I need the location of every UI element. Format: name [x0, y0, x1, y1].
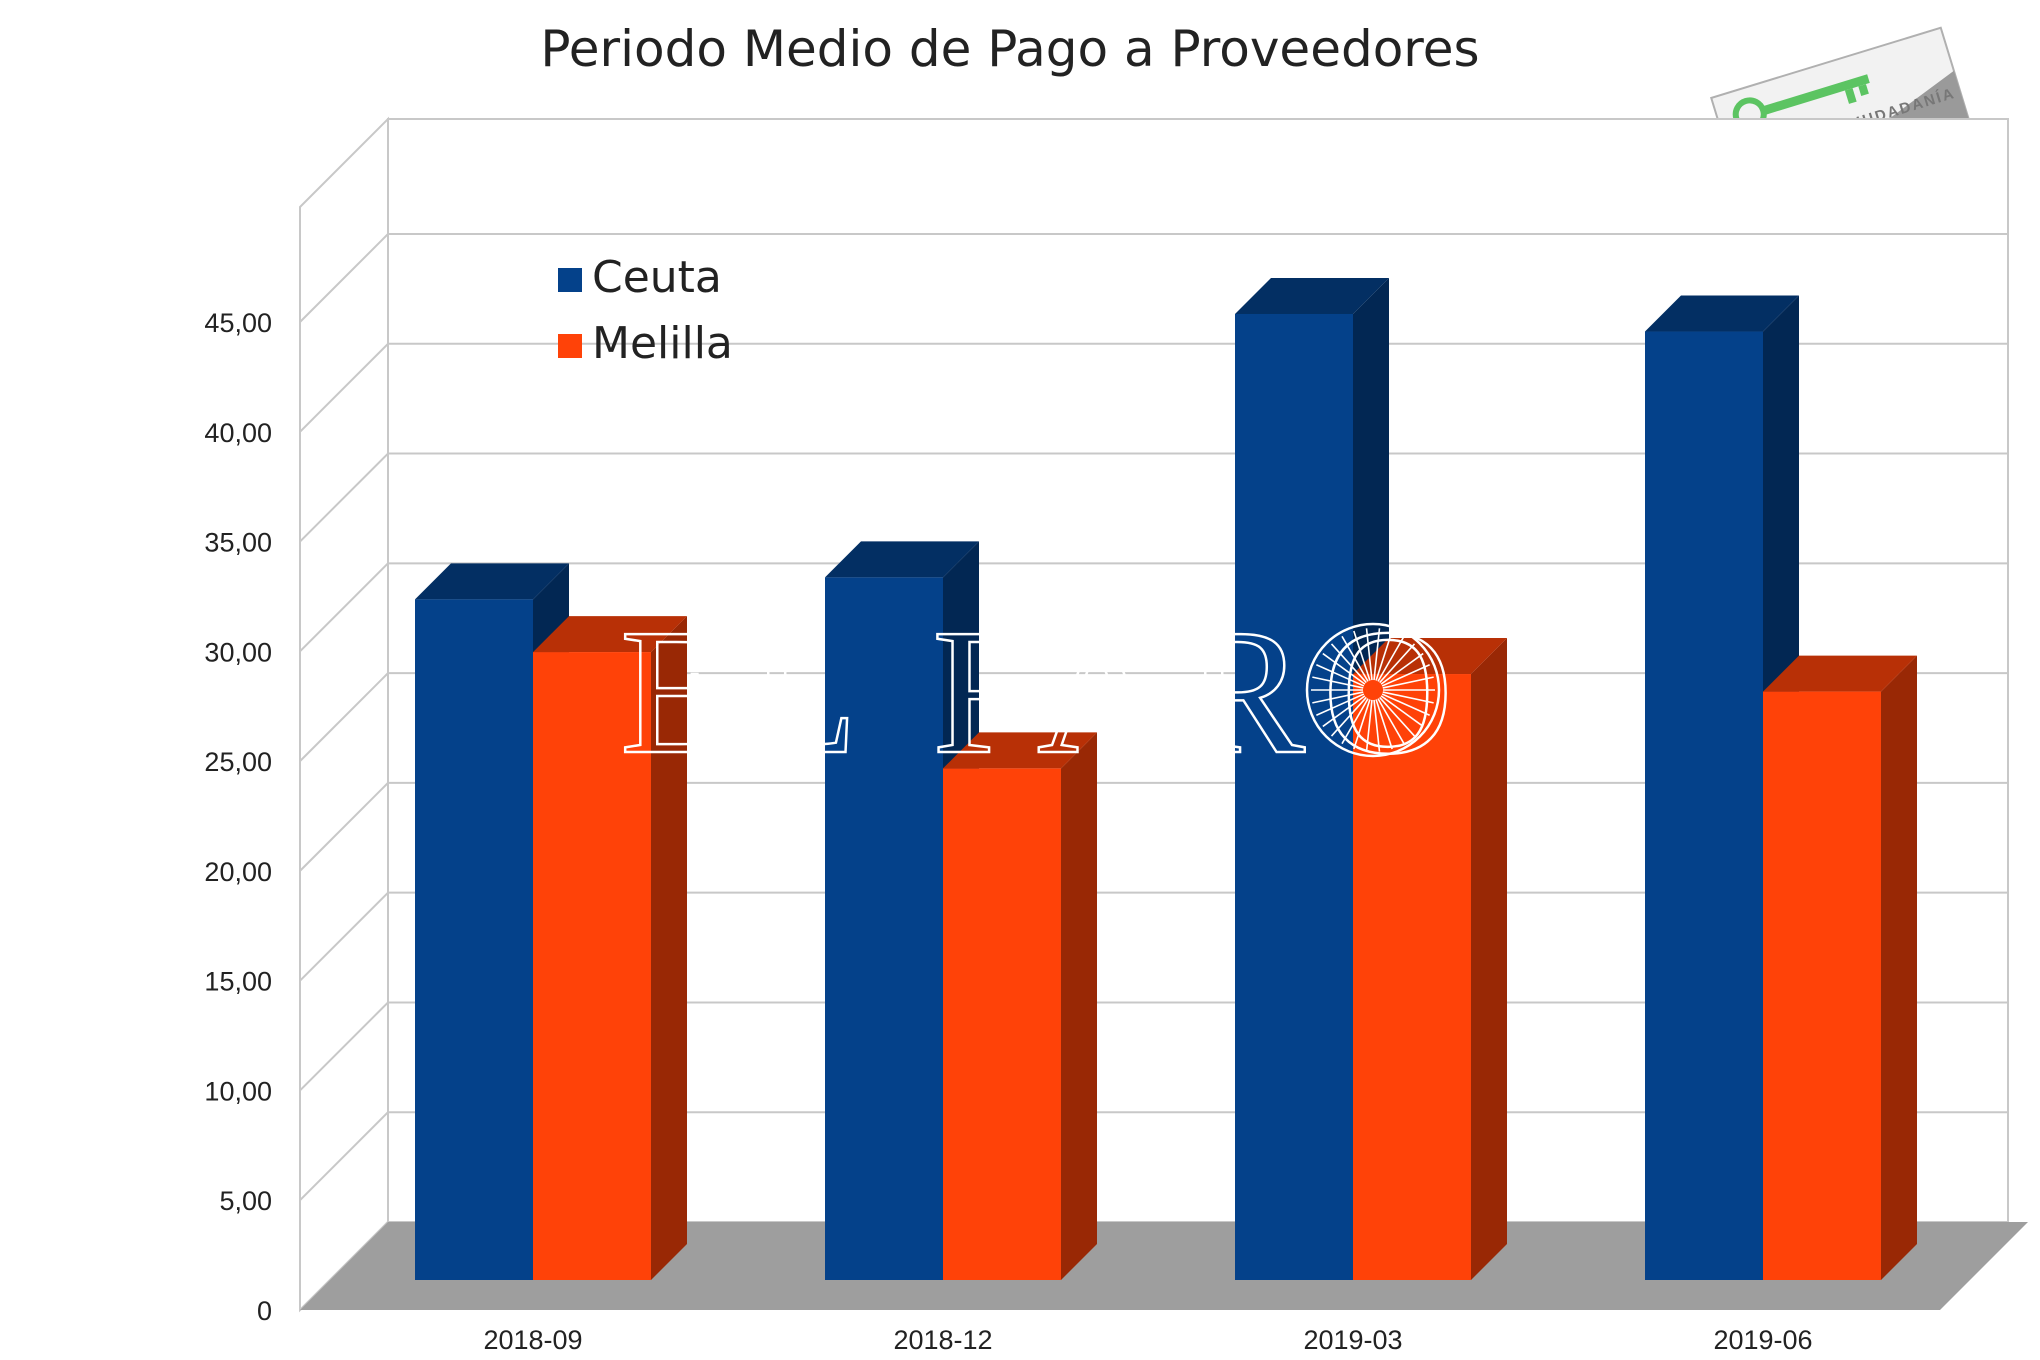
bar-front	[415, 599, 533, 1280]
sun-ray	[1316, 693, 1365, 716]
legend-item-ceuta: Ceuta	[558, 252, 722, 303]
x-tick-label: 2019-06	[1713, 1325, 1812, 1355]
y-axis: 0 5,00 10,00 15,00 20,00 25,00 30,00 35,00 40,00…	[204, 308, 272, 1326]
x-tick-label: 2019-03	[1303, 1325, 1402, 1355]
legend-label: Ceuta	[592, 252, 722, 303]
sun-ray	[1353, 699, 1371, 750]
sun-ray	[1330, 696, 1367, 737]
bar-top	[415, 563, 569, 600]
el-faro-watermark: EL FARO	[620, 592, 1471, 791]
gridline-side	[299, 672, 389, 762]
sun-ray	[1316, 664, 1365, 687]
gridline-side	[299, 891, 389, 982]
bar-side	[651, 616, 687, 1280]
sun-ray	[1377, 635, 1405, 682]
chart-floor	[300, 1222, 2028, 1310]
sun-ray	[1379, 696, 1416, 737]
x-axis: 2018-09 2018-12 2019-03 2019-06	[483, 1325, 1812, 1355]
el-faro-sun-icon	[1305, 622, 1441, 758]
legend-item-melilla: Melilla	[558, 318, 733, 369]
sun-ray	[1375, 699, 1393, 750]
side-wall	[299, 116, 389, 1313]
y-tick-label: 0	[257, 1296, 272, 1326]
sun-ray	[1312, 676, 1364, 689]
sun-ray	[1373, 699, 1381, 752]
gridline-side	[299, 343, 389, 433]
bar-front	[1235, 313, 1353, 1280]
x-tick-label: 2018-09	[483, 1325, 582, 1355]
sun-ray	[1322, 695, 1366, 728]
y-tick-label: 25,00	[204, 747, 272, 777]
bar-front	[1645, 331, 1763, 1280]
sun-ray	[1382, 676, 1434, 689]
sun-ray	[1330, 643, 1367, 684]
bars	[415, 277, 1917, 1280]
gridline-side	[299, 562, 389, 653]
sun-ray	[1353, 630, 1371, 681]
sun-ray	[1381, 664, 1430, 687]
gridline-side	[299, 782, 389, 872]
bar-front	[825, 577, 943, 1280]
gridline-side	[299, 1111, 389, 1201]
legend-swatch	[558, 268, 582, 292]
bar-front	[1353, 674, 1471, 1280]
legend: Ceuta Melilla	[558, 252, 733, 369]
y-tick-label: 45,00	[204, 308, 272, 338]
sun-ray	[1380, 695, 1424, 728]
x-tick-label: 2018-12	[893, 1325, 992, 1355]
bar-top	[1763, 655, 1917, 692]
y-tick-label: 35,00	[204, 528, 272, 558]
bar-melilla-2019-06	[1763, 655, 1917, 1280]
bar-front	[533, 652, 651, 1280]
sun-ray	[1341, 635, 1369, 682]
y-tick-label: 15,00	[204, 967, 272, 997]
sun-ray	[1382, 691, 1434, 704]
bar-top	[1235, 277, 1389, 314]
bar-side	[1061, 732, 1097, 1280]
bar-front	[1763, 691, 1881, 1280]
sun-ray	[1365, 628, 1373, 681]
bar-top	[1645, 295, 1799, 332]
sun-ray	[1379, 643, 1416, 684]
floor-plane	[300, 1222, 2028, 1310]
bar-top	[533, 616, 687, 653]
y-tick-label: 40,00	[204, 418, 272, 448]
legend-swatch	[558, 334, 582, 358]
sun-ray	[1377, 698, 1405, 745]
y-tick-label: 5,00	[219, 1186, 272, 1216]
bar-ceuta-2019-03	[1235, 277, 1389, 1280]
bar-melilla-2018-09	[533, 616, 687, 1280]
chart-title: Periodo Medio de Pago a Proveedores	[540, 20, 1479, 78]
y-tick-label: 30,00	[204, 637, 272, 667]
sun-ray	[1373, 628, 1381, 681]
bar-melilla-2018-12	[943, 732, 1097, 1280]
legend-label: Melilla	[592, 318, 733, 369]
bar-melilla-2019-03	[1353, 638, 1507, 1280]
bar-top	[943, 732, 1097, 769]
sun-ray	[1341, 698, 1369, 745]
sun-ray	[1375, 630, 1393, 681]
bar-front	[943, 768, 1061, 1280]
sun-ray	[1365, 699, 1373, 752]
gridline-side	[299, 233, 389, 323]
bar-side	[1471, 638, 1507, 1280]
bar-top	[825, 541, 979, 578]
y-tick-label: 10,00	[204, 1076, 272, 1106]
gridline-side	[299, 452, 389, 543]
sun-ray	[1380, 652, 1424, 685]
y-tick-label: 20,00	[204, 857, 272, 887]
bar-side	[1881, 655, 1917, 1280]
sun-ray	[1322, 652, 1366, 685]
sun-ray	[1381, 693, 1430, 716]
bar-ceuta-2018-12	[825, 541, 979, 1280]
sun-ring	[1305, 622, 1441, 758]
sun-ray	[1312, 691, 1364, 704]
gridline-side	[299, 1001, 389, 1092]
